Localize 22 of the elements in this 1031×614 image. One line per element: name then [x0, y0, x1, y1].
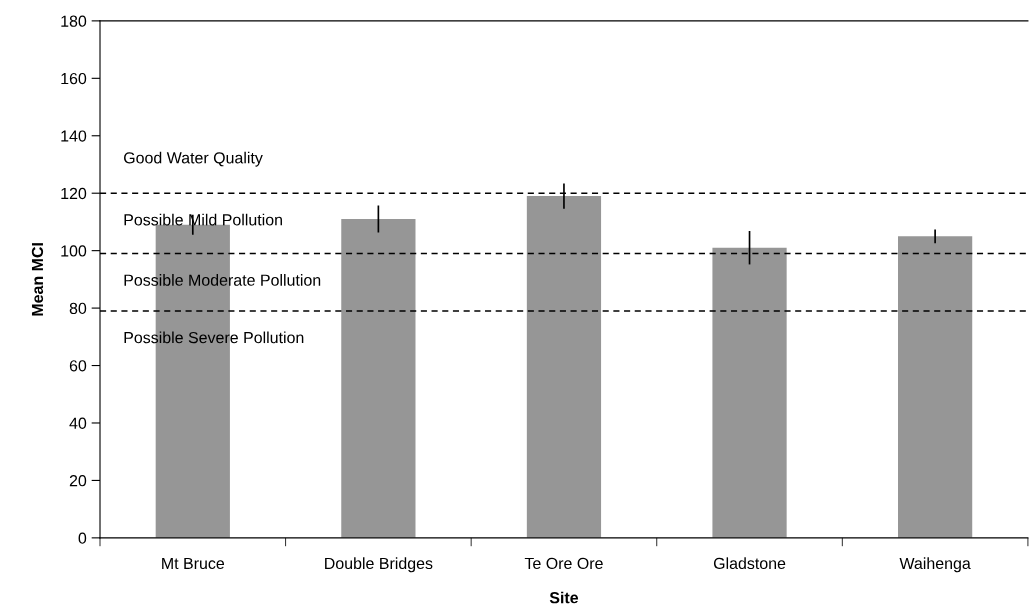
- y-tick-label: 180: [61, 15, 87, 27]
- annotation: Good Water Quality: [124, 151, 263, 167]
- y-tick-label: 20: [69, 475, 87, 487]
- bar: [526, 196, 602, 538]
- x-axis-title: Site: [549, 591, 579, 604]
- y-tick-label: 160: [61, 72, 87, 85]
- y-tick-label: 40: [69, 417, 87, 429]
- bar: [712, 247, 787, 538]
- x-tick-label: Waihenga: [899, 557, 971, 573]
- y-tick-label: 100: [61, 245, 87, 257]
- y-tick-label: 140: [61, 130, 87, 142]
- x-tick-label: Te Ore Ore: [524, 557, 603, 570]
- y-tick-label: 120: [61, 187, 87, 200]
- x-tick-label: Double Bridges: [325, 557, 433, 573]
- x-tick-label: Gladstone: [713, 557, 786, 570]
- bar: [341, 219, 416, 538]
- y-tick-label: 80: [69, 302, 87, 315]
- bar: [898, 236, 973, 538]
- y-tick-label: 60: [69, 360, 87, 372]
- y-axis-title: Mean MCI: [31, 243, 44, 316]
- y-tick-label: 0: [78, 532, 87, 544]
- x-tick-label: Mt Bruce: [162, 557, 225, 570]
